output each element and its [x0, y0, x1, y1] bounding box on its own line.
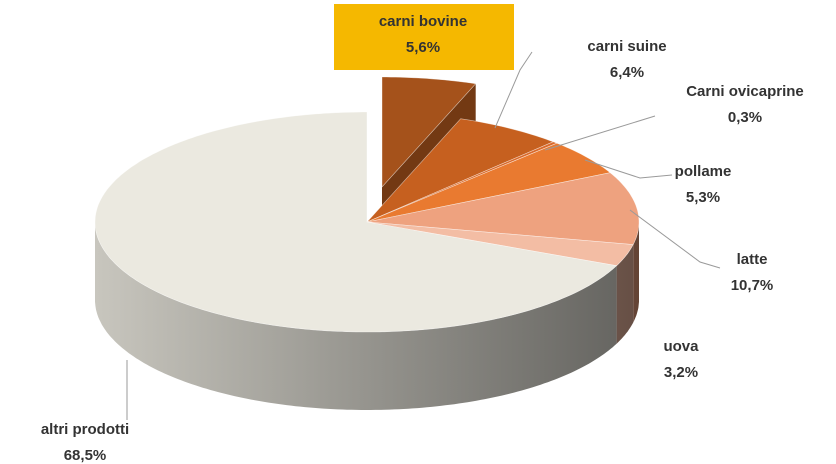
- leader-line: [544, 115, 656, 151]
- slice-label: carni suine: [587, 38, 666, 55]
- slice: [366, 142, 611, 223]
- slice-side: [633, 222, 639, 323]
- leader-line: [629, 209, 721, 269]
- slice-value-label: 10,7%: [731, 277, 774, 294]
- slice: [94, 111, 618, 410]
- slice-label: Carni ovicaprine: [686, 83, 804, 100]
- highlight-box: [334, 4, 514, 70]
- slice-top: [381, 76, 477, 188]
- leader-line: [494, 51, 533, 129]
- slice-top: [366, 118, 555, 223]
- slice-top: [366, 172, 640, 245]
- slice-label: altri prodotti: [41, 421, 129, 438]
- pie: [94, 76, 640, 410]
- slice-value-label: 5,6%: [406, 39, 440, 56]
- slice-side: [95, 222, 617, 410]
- slice-top: [94, 111, 618, 333]
- slice-label: pollame: [675, 163, 732, 180]
- labels: carni bovine 5,6% carni suine 6,4% Carni ovi…: [41, 4, 804, 464]
- slice-value-label: 68,5%: [64, 447, 107, 464]
- slice-value-label: 3,2%: [664, 364, 698, 381]
- slice: [366, 172, 640, 323]
- slice-side: [616, 244, 634, 344]
- slice-value-label: 6,4%: [610, 64, 644, 81]
- leader-line: [584, 159, 673, 179]
- slice: [366, 221, 634, 344]
- slice-label: uova: [663, 338, 699, 355]
- slice-label: latte: [737, 251, 768, 268]
- slice-top: [366, 142, 611, 223]
- slice-label: carni bovine: [379, 13, 467, 30]
- slice-value-label: 5,3%: [686, 189, 720, 206]
- slice: [366, 118, 555, 223]
- slice-value-label: 0,3%: [728, 109, 762, 126]
- slice-top: [366, 221, 634, 267]
